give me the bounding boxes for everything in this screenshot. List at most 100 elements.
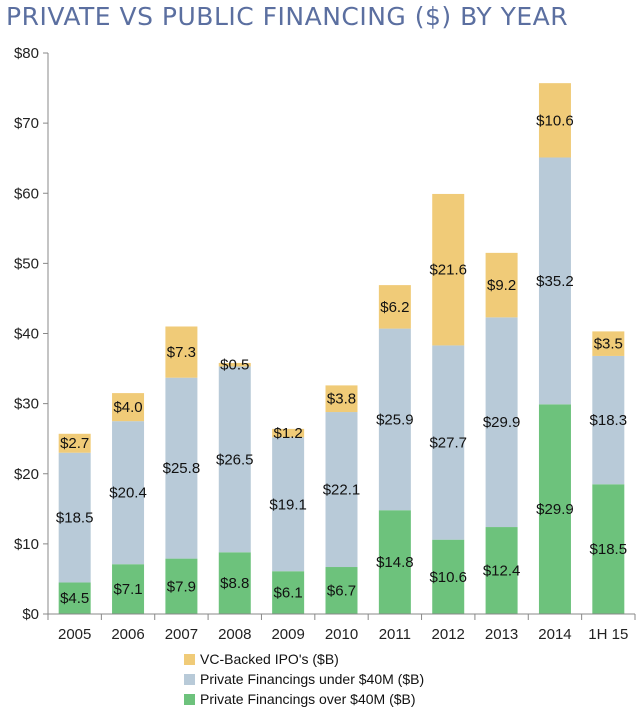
bar-segment-ipo <box>485 252 518 318</box>
y-tick-label: $50 <box>14 255 39 272</box>
bar-segment-over-40m <box>325 567 358 614</box>
data-label-over-40m: $18.5 <box>590 541 628 558</box>
bar-segment-under-40m <box>378 328 411 511</box>
y-tick-label: $10 <box>14 536 39 553</box>
bar-segment-under-40m <box>218 366 251 553</box>
data-label-ipo: $6.2 <box>380 299 409 316</box>
data-label-ipo: $21.6 <box>429 262 467 279</box>
bar-segment-under-40m <box>432 345 465 540</box>
y-tick-label: $30 <box>14 396 39 413</box>
data-label-under-40m: $18.5 <box>56 510 94 527</box>
bar-segment-under-40m <box>272 437 305 572</box>
bar-segment-over-40m <box>272 571 305 614</box>
data-label-over-40m: $29.9 <box>536 501 574 518</box>
data-label-under-40m: $25.9 <box>376 411 414 428</box>
bar-segment-under-40m <box>112 421 145 565</box>
x-tick-label: 1H 15 <box>588 626 628 643</box>
data-label-over-40m: $6.7 <box>327 583 356 600</box>
data-label-over-40m: $6.1 <box>274 585 303 602</box>
y-axis: $0 $10 $20 $30 $40 $50 $60 $70 $80 <box>14 45 49 623</box>
y-tick-label: $40 <box>14 326 39 343</box>
chart-title: PRIVATE VS PUBLIC FINANCING ($) BY YEAR <box>6 2 569 31</box>
x-tick-label: 2006 <box>111 626 144 643</box>
y-tick-label: $0 <box>22 606 39 623</box>
bar-segment-ipo <box>432 193 465 346</box>
bar-segment-under-40m <box>592 355 625 485</box>
data-label-ipo: $10.6 <box>536 112 574 129</box>
bar-segment-over-40m <box>218 552 251 614</box>
bar-segment-under-40m <box>485 317 518 528</box>
data-label-over-40m: $12.4 <box>483 563 521 580</box>
data-labels: $4.5 $18.5 $2.7 $7.1 $20.4 $4.0 $7.9 $25.8 $7.3 $… <box>56 112 627 607</box>
legend-label-over-40m: Private Financings over $40M ($B) <box>200 691 416 707</box>
data-label-ipo: $3.8 <box>327 391 356 408</box>
legend-item-over-40m: Private Financings over $40M ($B) <box>184 689 424 709</box>
data-label-ipo: $7.3 <box>167 344 196 361</box>
data-label-over-40m: $4.5 <box>60 590 89 607</box>
legend-item-ipo: VC-Backed IPO's ($B) <box>184 649 424 669</box>
x-tick-label: 2008 <box>218 626 251 643</box>
bar-segment-ipo <box>325 385 358 413</box>
x-tick-label: 2013 <box>485 626 518 643</box>
bar-segment-ipo <box>165 326 198 378</box>
x-tick-label: 2009 <box>271 626 304 643</box>
data-label-over-40m: $14.8 <box>376 554 414 571</box>
bar-segment-ipo <box>112 393 145 422</box>
x-tick-label: 2012 <box>432 626 465 643</box>
legend-label-under-40m: Private Financings under $40M ($B) <box>200 671 425 687</box>
data-label-under-40m: $19.1 <box>269 496 307 513</box>
x-tick-label: 2005 <box>58 626 91 643</box>
bar-segment-over-40m <box>538 404 571 614</box>
x-tick-label: 2014 <box>538 626 571 643</box>
legend-label-ipo: VC-Backed IPO's ($B) <box>200 651 339 667</box>
data-label-over-40m: $7.9 <box>167 578 196 595</box>
bar-segment-over-40m <box>592 484 625 614</box>
bar-segment-ipo <box>538 83 571 158</box>
data-label-ipo: $1.2 <box>274 425 303 442</box>
data-label-under-40m: $26.5 <box>216 451 254 468</box>
bars <box>58 83 625 614</box>
bar-segment-over-40m <box>165 558 198 614</box>
data-label-under-40m: $25.8 <box>163 460 201 477</box>
data-label-under-40m: $20.4 <box>109 485 147 502</box>
bar-segment-over-40m <box>112 564 145 614</box>
x-axis: 2005 2006 2007 2008 2009 2010 2011 2012 2013 2014… <box>47 613 636 643</box>
data-label-ipo: $9.2 <box>487 277 516 294</box>
y-tick-label: $80 <box>14 45 39 62</box>
legend: VC-Backed IPO's ($B) Private Financings … <box>184 649 424 709</box>
data-label-under-40m: $27.7 <box>429 435 467 452</box>
y-tick-label: $60 <box>14 185 39 202</box>
data-label-over-40m: $10.6 <box>429 569 467 586</box>
data-label-under-40m: $18.3 <box>590 412 628 429</box>
y-tick-label: $70 <box>14 115 39 132</box>
data-label-under-40m: $29.9 <box>483 414 521 431</box>
legend-swatch-under-40m <box>184 673 195 685</box>
bar-segment-over-40m <box>432 539 465 614</box>
bar-segment-under-40m <box>538 157 571 405</box>
stacked-bar-chart: $0 $10 $20 $30 $40 $50 $60 $70 $80 $4.5 $18.5 $2.7… <box>14 45 636 643</box>
data-label-ipo: $4.0 <box>113 399 142 416</box>
bar-segment-under-40m <box>325 412 358 568</box>
y-tick-label: $20 <box>14 466 39 483</box>
bar-segment-ipo <box>592 331 625 356</box>
bar-segment-over-40m <box>485 527 518 614</box>
data-label-under-40m: $22.1 <box>323 482 361 499</box>
bar-segment-ipo <box>378 285 411 329</box>
bar-segment-ipo <box>272 428 305 438</box>
data-label-over-40m: $7.1 <box>113 581 142 598</box>
bar-segment-ipo <box>218 362 251 367</box>
bar-segment-ipo <box>58 433 91 453</box>
legend-swatch-over-40m <box>184 693 195 705</box>
data-label-ipo: $2.7 <box>60 435 89 452</box>
x-tick-label: 2010 <box>325 626 358 643</box>
bar-segment-over-40m <box>58 582 91 614</box>
bar-segment-under-40m <box>165 377 198 559</box>
x-tick-label: 2011 <box>379 626 411 643</box>
bar-segment-under-40m <box>58 452 91 583</box>
x-tick-label: 2007 <box>165 626 198 643</box>
data-label-ipo: $3.5 <box>594 336 623 353</box>
legend-item-under-40m: Private Financings under $40M ($B) <box>184 669 424 689</box>
legend-swatch-ipo <box>184 653 195 665</box>
bar-segment-over-40m <box>378 510 411 614</box>
data-label-under-40m: $35.2 <box>536 273 574 290</box>
